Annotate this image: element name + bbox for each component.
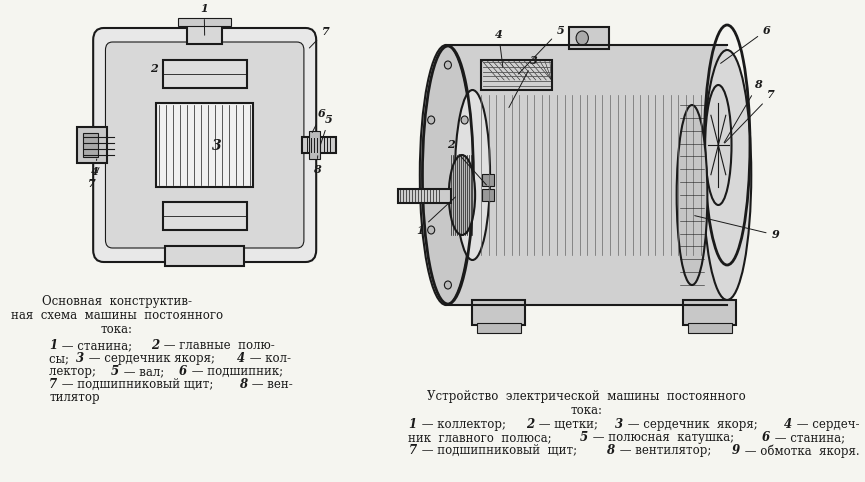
Text: 2: 2: [526, 418, 534, 431]
Text: лектор;: лектор;: [49, 365, 104, 378]
Text: 4: 4: [784, 418, 792, 431]
Text: — сердеч-: — сердеч-: [793, 418, 860, 431]
Text: 5: 5: [321, 114, 333, 145]
Bar: [472, 300, 525, 325]
Text: тилятор: тилятор: [49, 391, 99, 404]
Text: 1: 1: [49, 339, 57, 352]
Circle shape: [576, 31, 588, 45]
Text: тока:: тока:: [101, 323, 133, 336]
Text: тока:: тока:: [571, 404, 603, 417]
Text: — подшипниковый  щит;: — подшипниковый щит;: [418, 444, 584, 457]
Bar: [398, 189, 451, 203]
Bar: [482, 174, 495, 186]
Text: 3: 3: [212, 139, 221, 153]
Text: 6: 6: [179, 365, 187, 378]
Ellipse shape: [705, 85, 732, 205]
Text: 2: 2: [446, 139, 486, 185]
Ellipse shape: [676, 105, 708, 285]
Text: — сердечник якоря;: — сердечник якоря;: [86, 352, 219, 365]
Circle shape: [445, 281, 452, 289]
Text: 7: 7: [408, 444, 417, 457]
FancyBboxPatch shape: [106, 42, 304, 248]
Text: 8: 8: [724, 80, 762, 143]
Bar: [477, 323, 521, 333]
Text: 5: 5: [111, 365, 119, 378]
Ellipse shape: [449, 155, 475, 235]
Text: 6: 6: [721, 25, 771, 63]
Text: 8: 8: [312, 156, 320, 175]
Bar: [482, 189, 495, 201]
Circle shape: [427, 116, 435, 124]
Bar: [157, 103, 253, 187]
Bar: [83, 133, 99, 157]
Text: — главные  полю-: — главные полю-: [160, 339, 275, 352]
Text: 1: 1: [416, 197, 456, 236]
Text: — подшипник;: — подшипник;: [188, 365, 283, 378]
Bar: [481, 60, 552, 90]
Text: — станина;: — станина;: [771, 431, 845, 444]
Bar: [187, 22, 222, 44]
Text: ная  схема  машины  постоянного: ная схема машины постоянного: [11, 309, 223, 322]
Ellipse shape: [455, 90, 490, 260]
Text: 3: 3: [509, 54, 538, 107]
Text: 4: 4: [92, 159, 99, 177]
Text: 9: 9: [732, 444, 740, 457]
Text: — подшипниковый щит;: — подшипниковый щит;: [59, 378, 218, 391]
Bar: [163, 202, 247, 230]
Text: 2: 2: [151, 339, 159, 352]
Text: — вентилятор;: — вентилятор;: [616, 444, 719, 457]
Text: 9: 9: [695, 215, 779, 241]
FancyBboxPatch shape: [93, 28, 317, 262]
Circle shape: [461, 226, 468, 234]
Circle shape: [445, 61, 452, 69]
Text: 7: 7: [725, 90, 775, 143]
Text: 2: 2: [151, 63, 158, 74]
Text: 8: 8: [239, 378, 247, 391]
Text: — обмотка  якоря.: — обмотка якоря.: [741, 444, 860, 457]
Text: — коллектор;: — коллектор;: [418, 418, 513, 431]
Text: Основная  конструктив-: Основная конструктив-: [42, 295, 192, 308]
Text: 7: 7: [88, 168, 99, 189]
Text: 5: 5: [518, 25, 564, 74]
Text: 7: 7: [310, 26, 330, 48]
Bar: [165, 246, 244, 266]
Bar: [178, 18, 231, 26]
Circle shape: [427, 226, 435, 234]
Text: 3: 3: [615, 418, 623, 431]
Bar: [309, 131, 320, 159]
Ellipse shape: [703, 50, 752, 300]
Text: — кол-: — кол-: [247, 352, 292, 365]
Text: — сердечник  якоря;: — сердечник якоря;: [624, 418, 766, 431]
Text: 1: 1: [408, 418, 417, 431]
Text: 4: 4: [495, 29, 503, 67]
Circle shape: [461, 116, 468, 124]
Text: Устройство  электрической  машины  постоянного: Устройство электрической машины постоянн…: [427, 390, 746, 403]
Text: — вен-: — вен-: [248, 378, 292, 391]
Bar: [163, 60, 247, 88]
Text: — станина;: — станина;: [59, 339, 140, 352]
Bar: [302, 137, 336, 153]
Text: 8: 8: [606, 444, 614, 457]
Text: 5: 5: [580, 431, 587, 444]
Bar: [77, 127, 107, 163]
Bar: [683, 300, 736, 325]
Bar: [688, 323, 732, 333]
Text: сы;: сы;: [49, 352, 73, 365]
Text: 1: 1: [201, 3, 208, 35]
Text: 6: 6: [312, 108, 326, 133]
Ellipse shape: [420, 45, 472, 305]
Text: 3: 3: [76, 352, 84, 365]
Text: 7: 7: [49, 378, 57, 391]
Bar: [569, 27, 609, 49]
Bar: [446, 45, 727, 305]
Text: 6: 6: [762, 431, 770, 444]
Text: — полюсная  катушка;: — полюсная катушка;: [589, 431, 741, 444]
Text: — щетки;: — щетки;: [535, 418, 605, 431]
Text: 4: 4: [237, 352, 245, 365]
Text: ник  главного  полюса;: ник главного полюса;: [408, 431, 560, 444]
Text: — вал;: — вал;: [120, 365, 172, 378]
